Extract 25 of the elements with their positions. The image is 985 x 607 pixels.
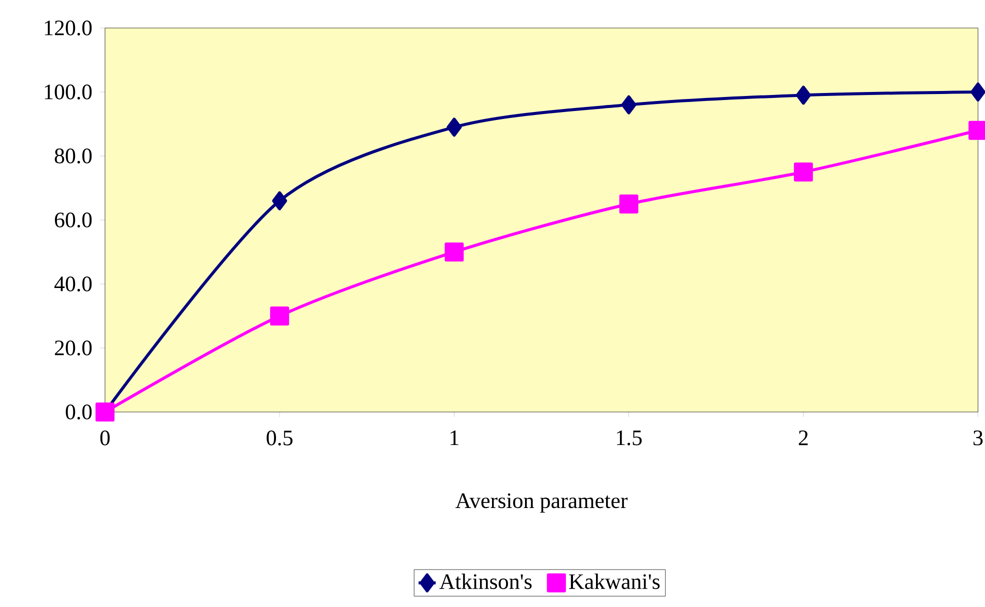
point (270, 306, 290, 326)
x-tick-label: 2 (798, 430, 808, 446)
point (444, 242, 464, 262)
point (446, 118, 462, 137)
y-tick-label: 120.0 (44, 20, 92, 36)
point (796, 86, 811, 105)
y-tick-label: 0.0 (66, 404, 92, 420)
x-tick-label: 3 (974, 430, 983, 446)
x-tick-label: 0.5 (266, 430, 293, 446)
y-tick-label: 60.0 (54, 212, 92, 228)
y-tick-label: 40.0 (54, 276, 92, 292)
x-tick-label: 0 (100, 430, 110, 446)
legend-label: Kakwani's (569, 574, 660, 590)
point (794, 162, 813, 182)
y-tick-label: 20.0 (54, 340, 92, 356)
x-tick-label: 1 (450, 430, 458, 446)
y-tick-label: 100.0 (44, 84, 92, 100)
point (272, 191, 288, 210)
x-axis-title: Aversion parameter (455, 493, 628, 513)
y-tick-label: 80.0 (54, 148, 92, 164)
point (619, 194, 638, 214)
point (621, 95, 636, 114)
point (96, 402, 115, 422)
legend-label: Atkinson's (439, 574, 532, 590)
x-tick-label: 1.5 (616, 430, 642, 446)
